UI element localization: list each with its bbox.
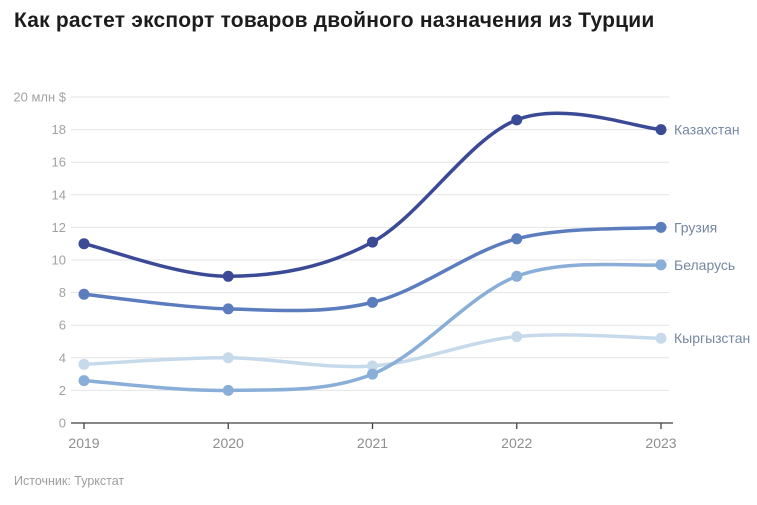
y-tick-label: 8 (59, 285, 66, 300)
data-point (367, 368, 378, 380)
y-tick-label: 18 (52, 122, 66, 137)
data-point (78, 238, 90, 250)
data-point (78, 358, 90, 370)
series-label: Беларусь (674, 257, 735, 273)
data-point (511, 270, 523, 282)
data-point (655, 259, 667, 271)
data-point (655, 124, 667, 136)
x-tick-label: 2022 (501, 435, 532, 451)
y-tick-label: 6 (59, 318, 66, 333)
x-tick-label: 2019 (68, 435, 99, 451)
y-tick-label: 4 (59, 350, 66, 365)
y-tick-label: 12 (52, 220, 66, 235)
y-tick-label: 16 (52, 155, 66, 170)
data-point (78, 375, 90, 387)
chart-title: Как растет экспорт товаров двойного назн… (14, 9, 655, 32)
data-point (511, 331, 523, 343)
y-tick-label: 10 (52, 253, 66, 268)
data-point (367, 296, 378, 308)
data-point (511, 233, 523, 245)
data-point (655, 221, 667, 233)
data-point (78, 288, 90, 300)
data-point (222, 352, 234, 364)
source-note: Источник: Туркстат (14, 474, 125, 488)
series-label: Грузия (674, 219, 717, 235)
x-tick-label: 2020 (213, 435, 244, 451)
y-tick-label: 2 (59, 383, 66, 398)
series-label: Казахстан (674, 122, 740, 138)
data-point (367, 360, 378, 372)
data-point (222, 384, 234, 396)
x-tick-label: 2021 (357, 435, 388, 451)
y-tick-label: 0 (59, 416, 66, 431)
data-point (367, 236, 378, 248)
data-point (222, 303, 234, 315)
data-point (511, 114, 523, 126)
x-tick-label: 2023 (645, 435, 676, 451)
series-label: Кыргызстан (674, 330, 750, 346)
data-point (655, 332, 667, 344)
data-point (222, 270, 234, 282)
y-tick-label: 20 млн $ (13, 90, 66, 105)
y-tick-label: 14 (52, 187, 66, 202)
